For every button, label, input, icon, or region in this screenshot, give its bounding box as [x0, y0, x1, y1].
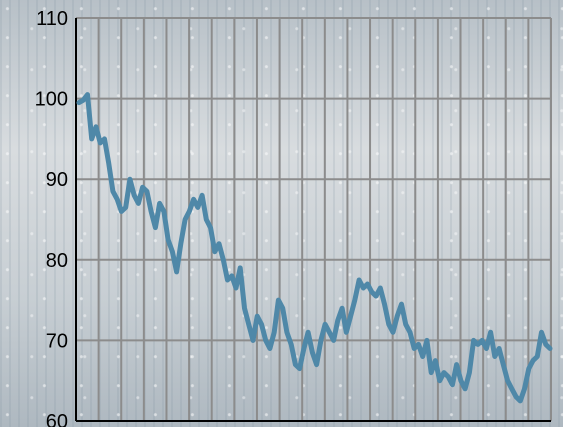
- y-tick-label: 90: [46, 169, 68, 191]
- axes: [75, 18, 551, 422]
- grid: [76, 17, 552, 421]
- y-tick-label: 70: [46, 330, 68, 352]
- y-tick-label: 100: [35, 89, 68, 111]
- y-tick-label: 110: [36, 8, 68, 30]
- y-tick-label: 80: [46, 250, 68, 272]
- series-layer: [76, 92, 553, 404]
- series-line: [76, 92, 553, 404]
- y-tick-label: 60: [46, 411, 68, 427]
- y-axis-ticks: 60 70 80 90 100 110: [35, 8, 68, 427]
